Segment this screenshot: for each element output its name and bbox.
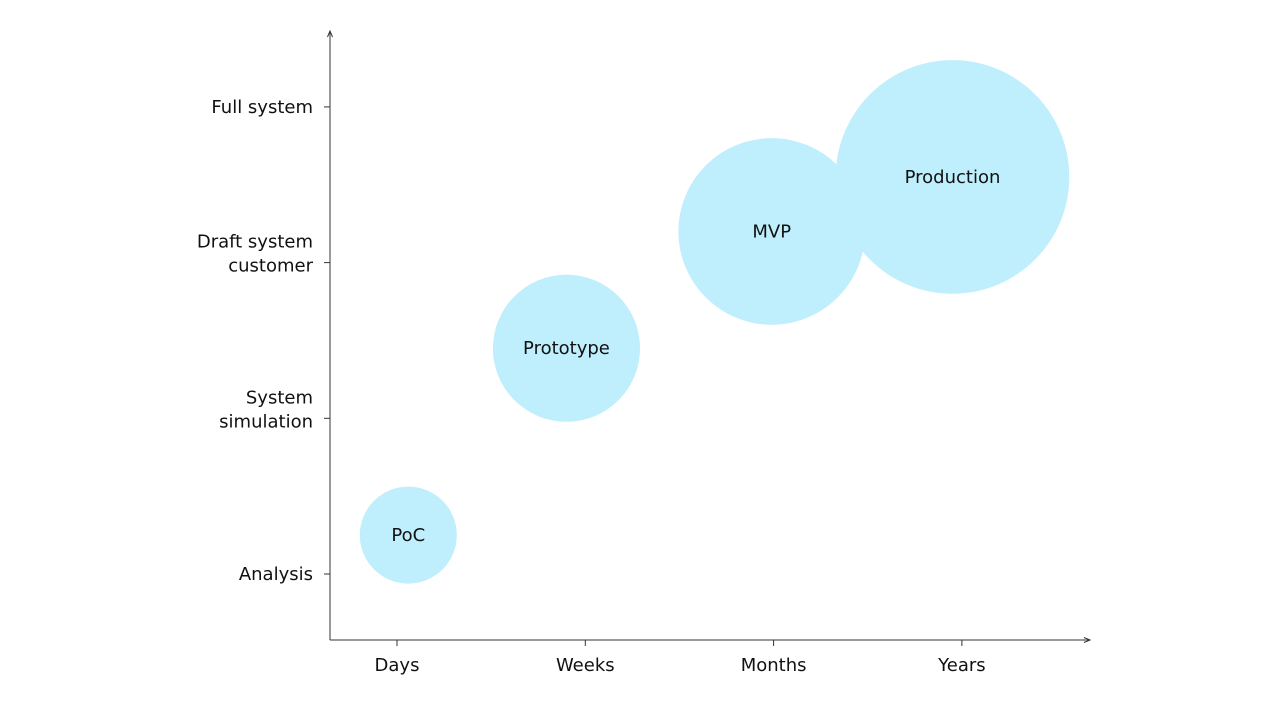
bubble-prototype bbox=[492, 274, 641, 422]
axes-layer bbox=[327, 29, 1092, 643]
bubble-mvp bbox=[678, 138, 866, 325]
y-axis-arrow bbox=[327, 29, 333, 38]
y-tick-label-line: Analysis bbox=[239, 564, 313, 585]
x-tick-label-days: Days bbox=[375, 655, 420, 676]
bubble-label-poc: PoC bbox=[391, 525, 425, 546]
bubble-label-prototype: Prototype bbox=[523, 338, 610, 359]
bubble-label-production: Production bbox=[905, 167, 1001, 188]
bubbles-layer: PoC Prototype MVP Production bbox=[359, 60, 1070, 584]
y-tick-label-analysis: Analysis bbox=[239, 564, 313, 585]
y-tick-label-line: customer bbox=[228, 256, 313, 277]
y-tick-label-system-simulation: System simulation bbox=[219, 387, 313, 432]
y-tick-label-line: Draft system bbox=[197, 232, 313, 253]
bubble-label-mvp: MVP bbox=[752, 221, 791, 242]
x-tick-label-months: Months bbox=[741, 655, 807, 676]
bubble-production bbox=[835, 60, 1070, 294]
ticks-layer bbox=[324, 106, 963, 646]
labels-layer: Days Weeks Months Years Analysis System simula… bbox=[197, 97, 986, 676]
x-tick-label-weeks: Weeks bbox=[556, 655, 615, 676]
y-tick-label-line: System bbox=[246, 387, 313, 408]
x-axis-arrow bbox=[1083, 637, 1092, 643]
x-tick-label-years: Years bbox=[937, 655, 986, 676]
y-tick-label-line: simulation bbox=[219, 411, 313, 432]
y-tick-label-draft-system-customer: Draft system customer bbox=[197, 232, 314, 277]
y-tick-label-line: Full system bbox=[211, 97, 313, 118]
y-tick-label-full-system: Full system bbox=[211, 97, 313, 118]
bubble-poc bbox=[359, 486, 457, 584]
